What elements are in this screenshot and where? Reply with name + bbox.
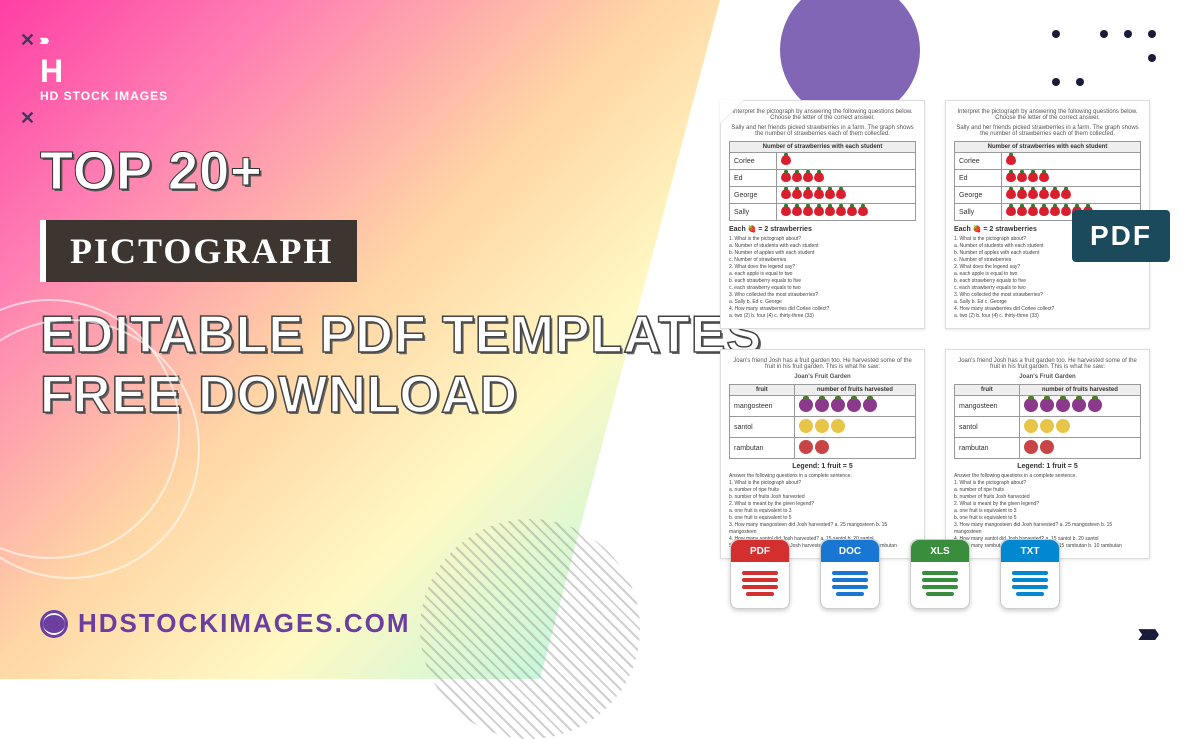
dots-grid-decoration [1052, 30, 1160, 90]
top-left-decoration: ✕ ››››› [20, 30, 50, 51]
logo-letter: H [40, 55, 168, 87]
headline-top: TOP 20+ [40, 140, 762, 202]
pdf-badge: PDF [1072, 210, 1170, 262]
headline-badge: PICTOGRAPH [40, 220, 357, 282]
bottom-right-chevrons: ››››› [1143, 617, 1160, 649]
file-icon-xls: XLS [910, 539, 970, 609]
worksheet-fruit-2: Joan's friend Josh has a fruit garden to… [945, 349, 1150, 559]
worksheet-fruit-1: Joan's friend Josh has a fruit garden to… [720, 349, 925, 559]
file-icon-pdf: PDF [730, 539, 790, 609]
worksheet-strawberry-1: Interpret the pictograph by answering th… [720, 100, 925, 329]
x-decoration: ✕ [20, 108, 35, 129]
hatched-circle-decoration [420, 519, 640, 739]
globe-icon [40, 610, 68, 638]
file-icon-doc: DOC [820, 539, 880, 609]
file-icon-txt: TXT [1000, 539, 1060, 609]
footer-url: HDSTOCKIMAGES.COM [40, 608, 411, 639]
brand-name: HD STOCK IMAGES [40, 89, 168, 103]
worksheet-previews: Interpret the pictograph by answering th… [720, 100, 1150, 559]
url-text: HDSTOCKIMAGES.COM [78, 608, 411, 639]
file-type-icons: PDF DOC XLS TXT [730, 539, 1060, 609]
brand-logo: H HD STOCK IMAGES [40, 55, 168, 103]
